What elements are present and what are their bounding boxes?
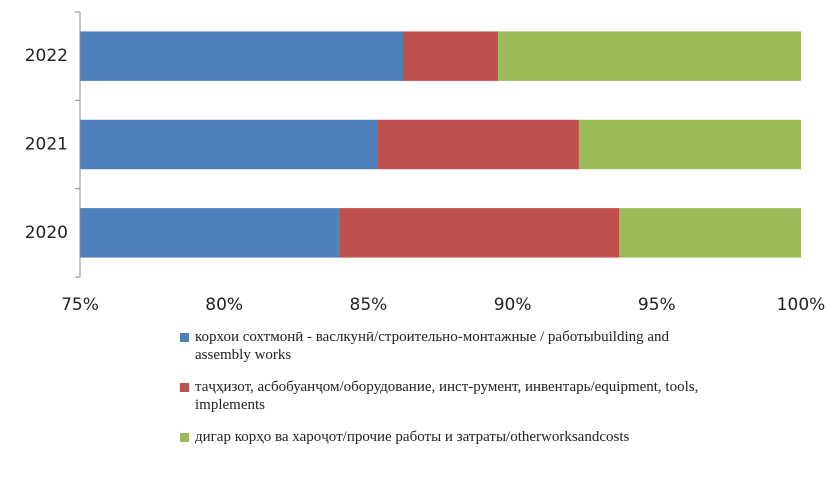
legend-label: корхои сохтмонӣ - васлкунӣ/строительно-м… [195, 329, 670, 363]
legend-item: корхои сохтмонӣ - васлкунӣ/строительно-м… [180, 328, 700, 364]
legend: корхои сохтмонӣ - васлкунӣ/строительно-м… [180, 328, 700, 460]
bar-segment [80, 208, 340, 258]
bar-segment [578, 119, 801, 170]
legend-label: таҷҳизот, асбобуанҷом/оборудование, инст… [195, 379, 699, 413]
legend-label: дигар корҳо ва хароҷот/прочие работы и з… [195, 429, 630, 445]
y-tick-label: 2020 [25, 223, 68, 243]
bar-segment [80, 31, 404, 81]
legend-item: таҷҳизот, асбобуанҷом/оборудование, инст… [180, 378, 700, 414]
y-tick-label: 2021 [25, 135, 68, 155]
bar-segment [619, 208, 801, 258]
legend-swatch [180, 333, 189, 342]
x-tick-label: 90% [494, 295, 532, 315]
x-tick-label: 100% [777, 295, 826, 315]
x-tick-label: 85% [350, 295, 388, 315]
bar-segment [339, 208, 620, 258]
x-tick-label: 75% [61, 295, 99, 315]
legend-swatch [180, 433, 189, 442]
bar-segment [498, 31, 801, 81]
x-tick-label: 80% [205, 295, 243, 315]
x-tick-label: 95% [638, 295, 676, 315]
chart: 75% 80% 85% 90% 95% 100% 2020 2021 2022 [25, 11, 826, 315]
legend-item: дигар корҳо ва хароҷот/прочие работы и з… [180, 428, 700, 446]
bar-segment [377, 119, 579, 170]
bar-segment [80, 119, 378, 170]
legend-swatch [180, 383, 189, 392]
bar-segment [403, 31, 499, 81]
y-tick-label: 2022 [25, 46, 68, 66]
